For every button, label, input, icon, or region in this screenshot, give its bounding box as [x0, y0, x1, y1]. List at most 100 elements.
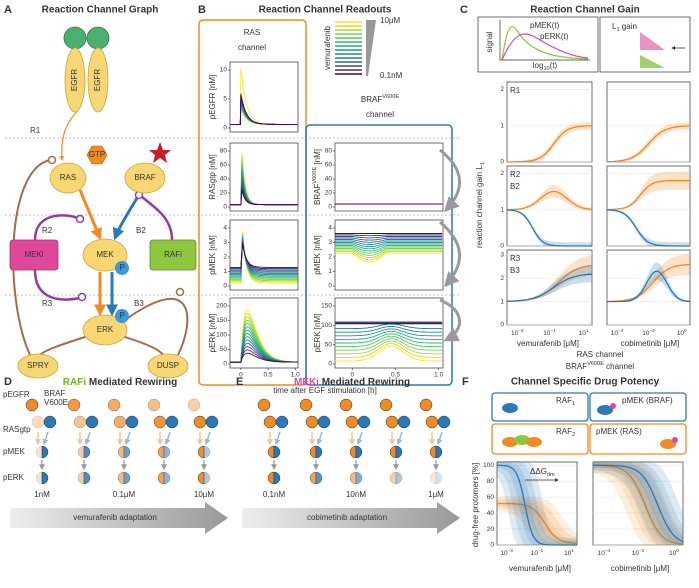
y-tick-label: 80 [325, 148, 333, 155]
plot-frame [606, 81, 691, 163]
y-axis-label: pEGFR [nM] [208, 75, 217, 119]
inset-wedge [640, 55, 665, 68]
species-half [435, 445, 443, 459]
edge [59, 109, 79, 161]
text-part: 10 [543, 330, 551, 337]
species-half [309, 445, 317, 459]
y-tick-label: 60 [220, 162, 228, 169]
box-label: RAF2 [556, 427, 575, 438]
arrow-label: vemurafenib adaptation [73, 513, 157, 522]
node-label: BRAF [134, 173, 155, 182]
species-half [203, 471, 211, 485]
flux-arrow [164, 431, 171, 446]
curve [230, 352, 298, 363]
panel-title: Reaction Channel Readouts [259, 5, 392, 16]
row-label: B3 [510, 266, 520, 275]
curve [335, 243, 443, 250]
band [607, 262, 690, 303]
x-axis-label: time after EGF stimulation [h] [273, 386, 377, 395]
channel-title: BRAFV600E [361, 94, 399, 104]
plot-frame [334, 219, 444, 291]
y-tick-label: 150 [321, 303, 332, 310]
species-half [349, 471, 357, 485]
inset-curve [501, 33, 589, 61]
x-tick-label: 10−4 [611, 328, 624, 337]
species-half [395, 445, 403, 459]
y-axis-label: pERK [nM] [208, 314, 217, 353]
text-part: 1 [572, 401, 575, 407]
species-half [77, 471, 85, 485]
curve [335, 242, 443, 248]
text-part: RAFi [63, 377, 87, 388]
species [379, 398, 393, 412]
species [147, 398, 161, 412]
y-tick-label: 5 [223, 96, 227, 103]
species [299, 398, 313, 412]
node-label: GTP [89, 150, 105, 159]
flow-arrow [439, 148, 462, 213]
y-tick-label: 2 [328, 254, 332, 261]
curve [335, 236, 443, 239]
curve [230, 243, 298, 268]
y-tick-label: 3 [223, 239, 227, 246]
text-part: 2 [572, 432, 575, 438]
x-tick-label: 101 [564, 548, 574, 557]
species [263, 415, 277, 429]
protomer [514, 435, 530, 445]
y-tick-label: 50 [325, 341, 333, 348]
panel-letter: D [4, 376, 12, 388]
inset-box [477, 16, 599, 73]
species [153, 415, 167, 429]
curve [497, 502, 577, 544]
x-axis-label: cobimetinib [μM] [621, 339, 679, 348]
y-tick-label: 60 [325, 162, 333, 169]
y-tick-label: 40 [325, 176, 333, 183]
x-tick-label: 0 [239, 372, 243, 379]
edge-end [77, 292, 87, 302]
channel-title: channel [238, 43, 266, 52]
channel-box [305, 124, 453, 386]
node-label: ERK [97, 325, 114, 334]
text-part: BRAF [361, 95, 382, 104]
species-half [429, 445, 437, 459]
inset-axes [499, 20, 590, 61]
text-part: −2 [639, 548, 645, 553]
curve [335, 338, 443, 351]
y-axis-label: pMEK [nM] [208, 235, 217, 275]
species [205, 415, 219, 429]
node [49, 162, 87, 194]
x-tick-label: 1.0 [291, 372, 300, 379]
edge-end [75, 214, 85, 224]
edge [121, 335, 164, 356]
curve [230, 93, 298, 125]
species-half [389, 445, 397, 459]
band [593, 461, 683, 545]
flux-arrow [396, 431, 403, 446]
species-label: V600E [44, 398, 68, 407]
species-half [389, 471, 397, 485]
species-half [117, 471, 125, 485]
edge [33, 214, 79, 241]
species [107, 398, 121, 412]
x-tick-label: 0 [350, 372, 354, 379]
node [9, 239, 59, 271]
y-tick-label: 3 [328, 239, 332, 246]
dose-label: 10nM [346, 490, 366, 499]
species [187, 398, 201, 412]
drug [672, 437, 678, 443]
text-part: pERK [nM] [208, 314, 217, 353]
node-label: P [119, 263, 124, 272]
species-half [83, 445, 91, 459]
text-part: 0 [676, 548, 679, 553]
species [339, 398, 353, 412]
edge-end [175, 287, 185, 297]
band [497, 498, 577, 545]
text-part: channel [604, 362, 634, 371]
text-part: RASgtp [nM] [208, 154, 217, 199]
y-tick-label: 0 [223, 204, 227, 211]
curve [335, 239, 443, 243]
species [425, 415, 439, 429]
text-part: V600E [382, 94, 399, 100]
protomer [526, 437, 542, 447]
state-box [589, 392, 687, 422]
